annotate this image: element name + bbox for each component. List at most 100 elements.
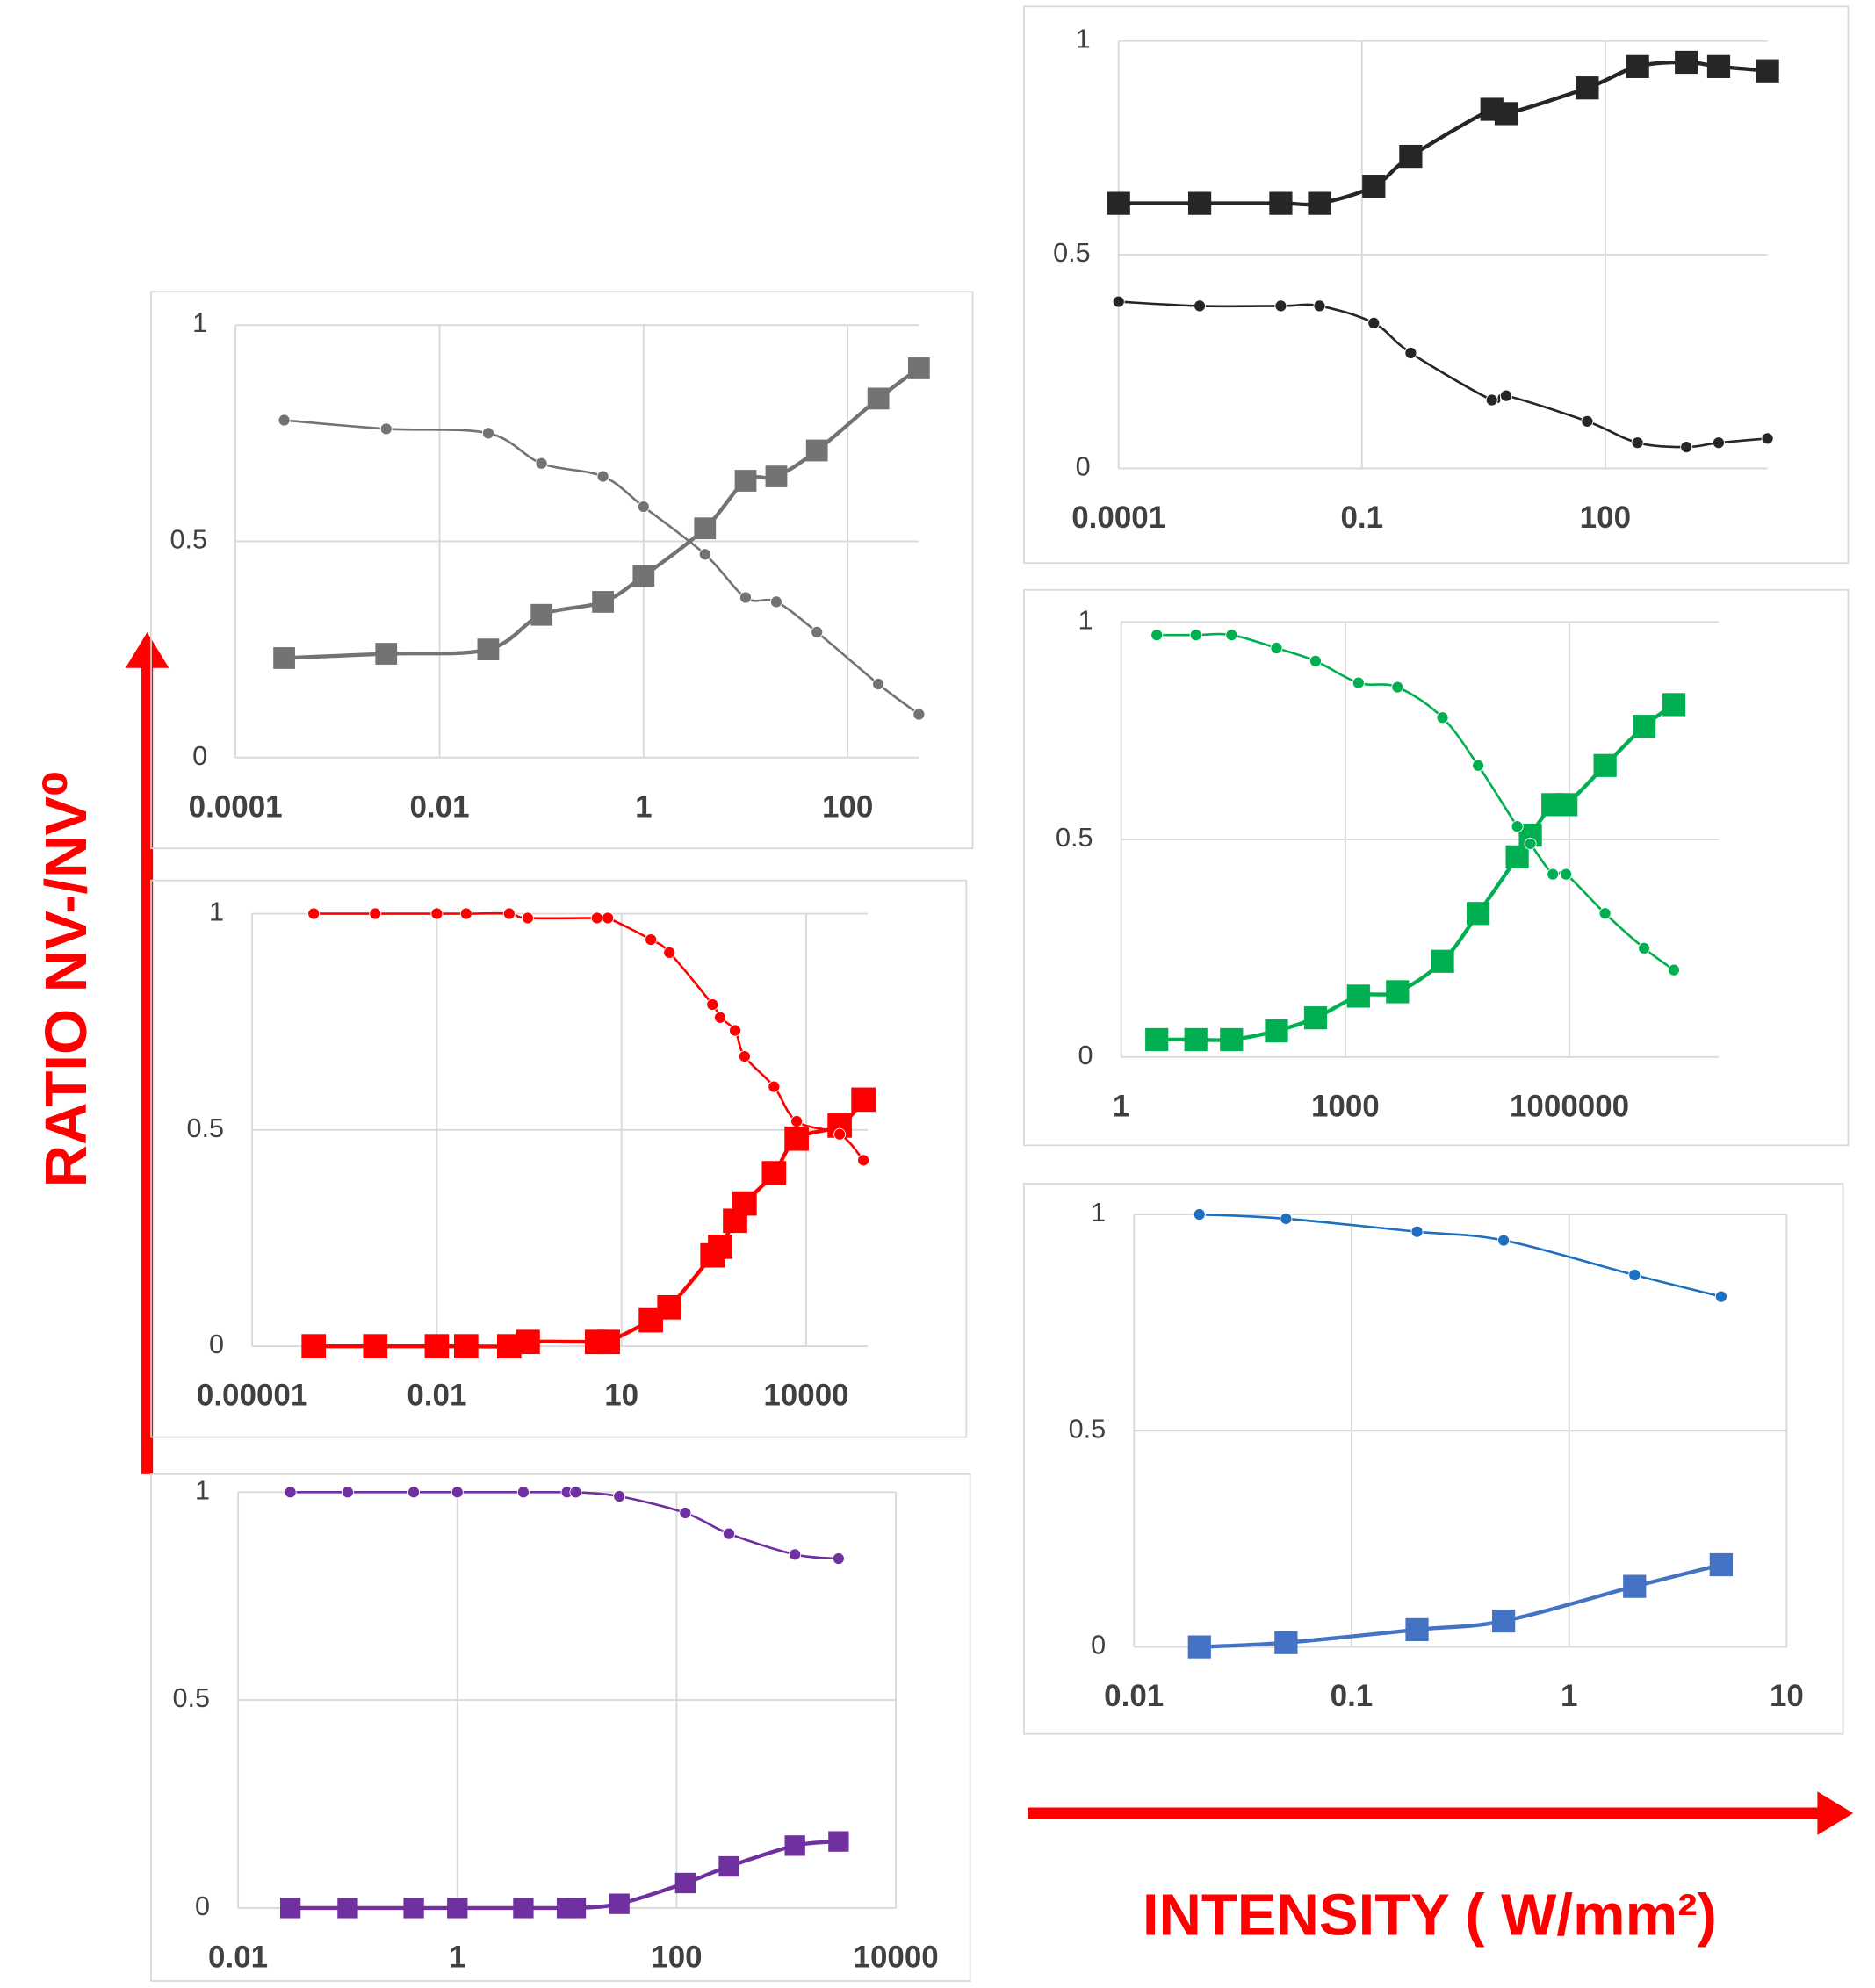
y-tick-label: 1 <box>1076 25 1091 54</box>
series-line <box>284 366 920 660</box>
marker <box>1709 1552 1733 1577</box>
y-tick-label: 0.5 <box>1069 1414 1107 1444</box>
marker <box>516 1486 530 1499</box>
marker <box>637 501 650 514</box>
marker <box>1492 1609 1516 1633</box>
marker <box>679 1506 692 1519</box>
y-tick-label: 0.5 <box>172 1683 210 1713</box>
marker <box>407 1486 421 1499</box>
x-tick-label: 0.01 <box>409 789 469 824</box>
marker <box>1633 715 1656 738</box>
x-tick-label: 0.01 <box>1104 1679 1164 1713</box>
marker <box>369 907 382 920</box>
marker <box>1391 681 1404 694</box>
marker <box>284 1486 297 1499</box>
marker <box>602 911 615 925</box>
marker <box>1346 984 1370 1008</box>
marker <box>1472 759 1485 772</box>
marker <box>1270 642 1283 655</box>
y-tick-label: 1 <box>1091 1198 1106 1228</box>
marker <box>1184 1027 1208 1052</box>
marker <box>1554 793 1578 817</box>
panel <box>1022 1183 1844 1735</box>
marker <box>765 465 788 487</box>
marker <box>447 1898 468 1919</box>
marker <box>1189 629 1202 642</box>
panel <box>1022 588 1850 1147</box>
x-tick-label: 0.0001 <box>1071 501 1165 535</box>
marker <box>1431 949 1454 973</box>
x-tick-label: 0.00001 <box>197 1379 307 1413</box>
marker <box>1667 963 1680 976</box>
x-arrow-head <box>1817 1791 1854 1835</box>
series-line <box>1199 1213 1722 1298</box>
marker <box>784 1126 809 1151</box>
x-tick-label: 1 <box>449 1940 465 1974</box>
marker <box>1225 629 1238 642</box>
marker <box>1308 191 1331 215</box>
y-tick-label: 0.5 <box>1053 238 1091 268</box>
marker <box>481 427 494 440</box>
marker <box>1309 654 1322 667</box>
marker <box>477 638 500 660</box>
y-tick-label: 0 <box>195 1891 210 1921</box>
marker <box>424 1334 450 1358</box>
marker <box>1631 436 1644 450</box>
x-tick-label: 10 <box>1770 1679 1804 1713</box>
x-tick-label: 10000 <box>854 1940 939 1974</box>
marker <box>1145 1027 1169 1052</box>
y-tick-label: 1 <box>195 1475 210 1505</box>
marker <box>592 591 614 613</box>
marker <box>1497 1234 1511 1247</box>
series-line <box>1157 702 1676 1042</box>
marker <box>453 1334 479 1358</box>
marker <box>1628 1268 1641 1281</box>
y-tick-label: 0 <box>192 741 207 771</box>
x-tick-label: 100 <box>822 789 873 824</box>
y-axis-label: RATIO NV-/NV⁰ <box>33 770 99 1187</box>
panel <box>150 1473 971 1982</box>
marker <box>1466 902 1490 926</box>
marker <box>1399 144 1423 169</box>
y-tick-label: 1 <box>192 308 207 338</box>
marker <box>1675 50 1698 75</box>
marker <box>278 414 291 427</box>
x-tick-label: 100 <box>651 1940 702 1974</box>
marker <box>694 517 717 540</box>
marker <box>1274 299 1287 313</box>
x-tick-label: 1 <box>1113 1089 1129 1123</box>
marker <box>1511 820 1524 833</box>
marker <box>1410 1225 1424 1238</box>
marker <box>430 907 444 920</box>
marker <box>732 1191 757 1216</box>
x-tick-label: 100 <box>1580 501 1631 535</box>
marker <box>596 470 609 483</box>
y-tick-label: 1 <box>1078 605 1093 635</box>
marker <box>535 457 548 470</box>
series-line <box>290 1490 839 1560</box>
x-tick-label: 1 <box>635 789 652 824</box>
y-tick-label: 1 <box>209 897 224 927</box>
series-line <box>1118 60 1768 207</box>
marker <box>613 1490 626 1503</box>
x-tick-label: 0.0001 <box>189 789 283 824</box>
panel <box>150 879 968 1438</box>
marker <box>1274 1631 1298 1654</box>
marker <box>768 1080 781 1093</box>
marker <box>805 439 828 462</box>
marker <box>1405 1617 1429 1642</box>
marker <box>1367 316 1381 329</box>
marker <box>1313 299 1326 313</box>
marker <box>516 1329 540 1355</box>
marker <box>734 470 757 492</box>
x-tick-label: 0.1 <box>1340 501 1383 535</box>
marker <box>301 1334 327 1358</box>
marker <box>1303 1006 1328 1030</box>
series-line <box>314 1098 865 1349</box>
marker <box>1598 907 1612 920</box>
y-tick-label: 0 <box>209 1329 224 1359</box>
marker <box>595 1329 620 1355</box>
marker <box>1386 980 1410 1004</box>
x-tick-label: 10 <box>604 1379 638 1413</box>
